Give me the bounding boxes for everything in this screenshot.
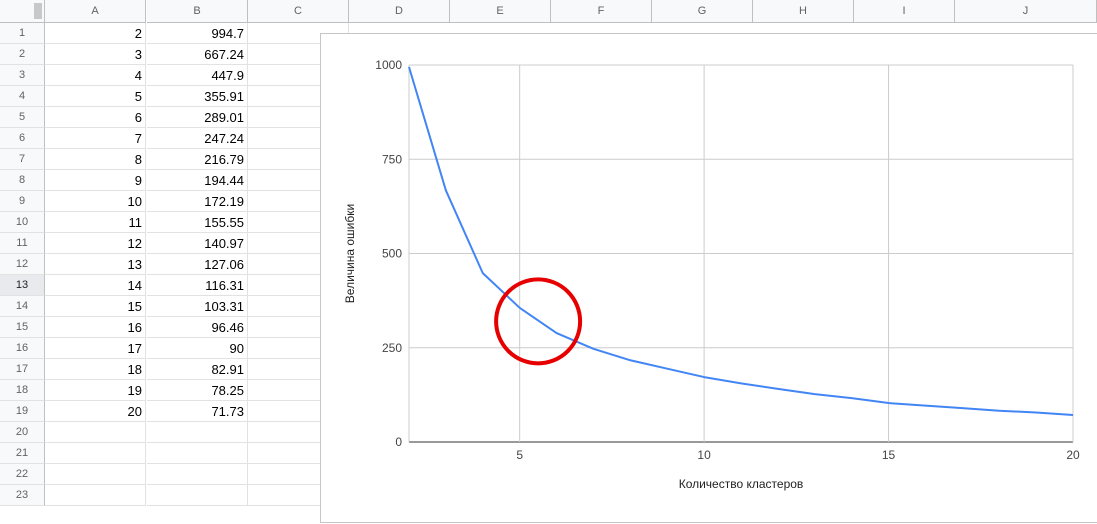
cell-a22[interactable]: [45, 464, 146, 485]
cell-a23[interactable]: [45, 485, 146, 506]
row-header-4[interactable]: 4: [0, 86, 45, 107]
cell-a5[interactable]: 6: [45, 107, 146, 128]
cell-a7[interactable]: 8: [45, 149, 146, 170]
select-all-icon: [34, 3, 42, 19]
cell-b4[interactable]: 355.91: [147, 86, 248, 107]
cell-a1[interactable]: 2: [45, 23, 146, 44]
cell-a18[interactable]: 19: [45, 380, 146, 401]
column-header-h[interactable]: H: [753, 0, 854, 23]
y-tick-label: 1000: [375, 58, 402, 72]
cell-b10[interactable]: 155.55: [147, 212, 248, 233]
column-header-j[interactable]: J: [955, 0, 1097, 23]
cell-b2[interactable]: 667.24: [147, 44, 248, 65]
chart-container[interactable]: 0 250 500 750 1000 5 10 15 20 Количество кластеро…: [320, 33, 1097, 523]
x-tick-label: 10: [697, 448, 711, 462]
x-axis-label: Количество кластеров: [679, 477, 804, 491]
select-all-corner[interactable]: [0, 0, 45, 23]
column-header-d[interactable]: D: [349, 0, 450, 23]
cell-a3[interactable]: 4: [45, 65, 146, 86]
cell-a6[interactable]: 7: [45, 128, 146, 149]
cell-a13[interactable]: 14: [45, 275, 146, 296]
column-header-a[interactable]: A: [45, 0, 146, 23]
row-header-6[interactable]: 6: [0, 128, 45, 149]
row-header-14[interactable]: 14: [0, 296, 45, 317]
row-header-23[interactable]: 23: [0, 485, 45, 506]
cell-a8[interactable]: 9: [45, 170, 146, 191]
cell-a2[interactable]: 3: [45, 44, 146, 65]
cell-a9[interactable]: 10: [45, 191, 146, 212]
cell-a20[interactable]: [45, 422, 146, 443]
cell-b21[interactable]: [147, 443, 248, 464]
cell-b20[interactable]: [147, 422, 248, 443]
row-header-11[interactable]: 11: [0, 233, 45, 254]
row-header-19[interactable]: 19: [0, 401, 45, 422]
row-header-13[interactable]: 13: [0, 275, 45, 296]
elbow-highlight-circle: [494, 277, 583, 366]
cell-b7[interactable]: 216.79: [147, 149, 248, 170]
cell-b14[interactable]: 103.31: [147, 296, 248, 317]
row-header-18[interactable]: 18: [0, 380, 45, 401]
cell-b11[interactable]: 140.97: [147, 233, 248, 254]
cell-b13[interactable]: 116.31: [147, 275, 248, 296]
row-header-21[interactable]: 21: [0, 443, 45, 464]
elbow-line-chart: 0 250 500 750 1000 5 10 15 20 Количество кластеро…: [343, 58, 1080, 491]
cell-a19[interactable]: 20: [45, 401, 146, 422]
cell-b19[interactable]: 71.73: [147, 401, 248, 422]
row-header-17[interactable]: 17: [0, 359, 45, 380]
row-header-10[interactable]: 10: [0, 212, 45, 233]
cell-a12[interactable]: 13: [45, 254, 146, 275]
row-header-16[interactable]: 16: [0, 338, 45, 359]
y-tick-label: 750: [382, 152, 402, 166]
cell-b16[interactable]: 90: [147, 338, 248, 359]
series-line: [408, 66, 1074, 416]
row-header-9[interactable]: 9: [0, 191, 45, 212]
column-header-f[interactable]: F: [551, 0, 652, 23]
x-tick-label: 15: [882, 448, 896, 462]
cell-b5[interactable]: 289.01: [147, 107, 248, 128]
column-header-b[interactable]: B: [147, 0, 248, 23]
x-tick-label: 20: [1066, 448, 1080, 462]
cell-a4[interactable]: 5: [45, 86, 146, 107]
cell-b3[interactable]: 447.9: [147, 65, 248, 86]
y-tick-label: 500: [382, 247, 402, 261]
column-header-e[interactable]: E: [450, 0, 551, 23]
y-axis-label: Величина ошибки: [343, 204, 357, 303]
cell-b8[interactable]: 194.44: [147, 170, 248, 191]
row-header-5[interactable]: 5: [0, 107, 45, 128]
column-header-c[interactable]: C: [248, 0, 349, 23]
row-header-20[interactable]: 20: [0, 422, 45, 443]
y-tick-label: 250: [382, 341, 402, 355]
cell-a16[interactable]: 17: [45, 338, 146, 359]
cell-a21[interactable]: [45, 443, 146, 464]
cell-a15[interactable]: 16: [45, 317, 146, 338]
x-tick-label: 5: [516, 448, 523, 462]
cell-b12[interactable]: 127.06: [147, 254, 248, 275]
cell-a11[interactable]: 12: [45, 233, 146, 254]
cell-a17[interactable]: 18: [45, 359, 146, 380]
row-header-3[interactable]: 3: [0, 65, 45, 86]
row-header-12[interactable]: 12: [0, 254, 45, 275]
y-tick-label: 0: [395, 435, 402, 449]
row-header-8[interactable]: 8: [0, 170, 45, 191]
cell-b1[interactable]: 994.7: [147, 23, 248, 44]
cell-b9[interactable]: 172.19: [147, 191, 248, 212]
row-header-1[interactable]: 1: [0, 23, 45, 44]
cell-b6[interactable]: 247.24: [147, 128, 248, 149]
cell-b15[interactable]: 96.46: [147, 317, 248, 338]
column-header-i[interactable]: I: [854, 0, 955, 23]
cell-b22[interactable]: [147, 464, 248, 485]
row-header-7[interactable]: 7: [0, 149, 45, 170]
cell-a10[interactable]: 11: [45, 212, 146, 233]
row-header-15[interactable]: 15: [0, 317, 45, 338]
cell-a14[interactable]: 15: [45, 296, 146, 317]
row-header-2[interactable]: 2: [0, 44, 45, 65]
column-header-g[interactable]: G: [652, 0, 753, 23]
row-header-22[interactable]: 22: [0, 464, 45, 485]
cell-b23[interactable]: [147, 485, 248, 506]
cell-b18[interactable]: 78.25: [147, 380, 248, 401]
cell-b17[interactable]: 82.91: [147, 359, 248, 380]
